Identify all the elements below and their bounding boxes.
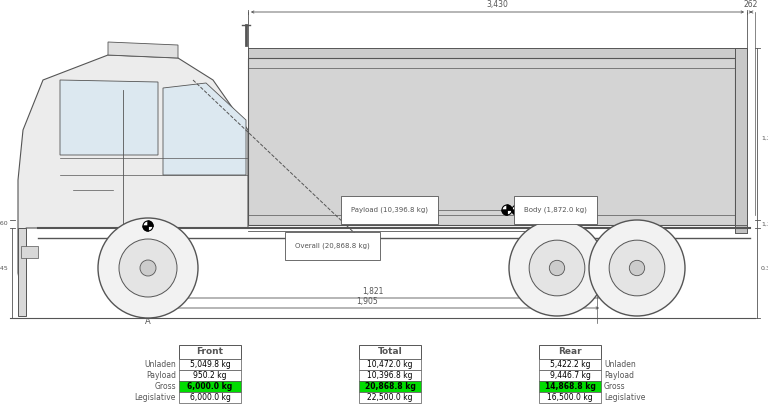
FancyBboxPatch shape xyxy=(359,359,421,370)
FancyBboxPatch shape xyxy=(539,392,601,403)
Text: 1,905: 1,905 xyxy=(356,297,379,306)
Circle shape xyxy=(143,221,153,231)
Text: Front: Front xyxy=(197,348,223,357)
Circle shape xyxy=(119,239,177,297)
FancyBboxPatch shape xyxy=(179,345,241,359)
Text: 0.345: 0.345 xyxy=(761,267,768,271)
FancyBboxPatch shape xyxy=(179,370,241,381)
FancyBboxPatch shape xyxy=(539,345,601,359)
Text: Rear: Rear xyxy=(558,348,582,357)
Text: 5,049.8 kg: 5,049.8 kg xyxy=(190,360,230,369)
Circle shape xyxy=(140,260,156,276)
Text: 6,000.0 kg: 6,000.0 kg xyxy=(187,382,233,391)
Circle shape xyxy=(360,236,370,246)
Circle shape xyxy=(629,260,644,276)
Text: 5,422.2 kg: 5,422.2 kg xyxy=(550,360,591,369)
FancyBboxPatch shape xyxy=(179,392,241,403)
Circle shape xyxy=(512,205,522,215)
Text: Payload: Payload xyxy=(146,371,176,380)
Polygon shape xyxy=(18,55,248,316)
Text: 950.2 kg: 950.2 kg xyxy=(194,371,227,380)
Text: 1,360: 1,360 xyxy=(0,221,8,225)
Text: 14,868.8 kg: 14,868.8 kg xyxy=(545,382,595,391)
Circle shape xyxy=(549,260,564,276)
Circle shape xyxy=(360,247,370,257)
Polygon shape xyxy=(248,58,735,225)
Circle shape xyxy=(609,240,665,296)
Polygon shape xyxy=(735,48,747,233)
Text: 6,000.0 kg: 6,000.0 kg xyxy=(190,393,230,402)
FancyBboxPatch shape xyxy=(359,392,421,403)
Polygon shape xyxy=(108,42,178,58)
Polygon shape xyxy=(360,241,365,246)
Circle shape xyxy=(98,218,198,318)
Text: 22,500.0 kg: 22,500.0 kg xyxy=(367,393,412,402)
FancyBboxPatch shape xyxy=(179,381,241,392)
Text: Body (1,872.0 kg): Body (1,872.0 kg) xyxy=(524,207,587,213)
Text: 9,446.7 kg: 9,446.7 kg xyxy=(550,371,591,380)
Text: Unladen: Unladen xyxy=(604,360,636,369)
Text: 20,868.8 kg: 20,868.8 kg xyxy=(365,382,415,391)
Text: Overall (20,868.8 kg): Overall (20,868.8 kg) xyxy=(295,243,370,249)
Text: Legislative: Legislative xyxy=(604,393,645,402)
Polygon shape xyxy=(512,210,517,215)
Polygon shape xyxy=(163,83,246,175)
Text: Gross: Gross xyxy=(604,382,626,391)
Polygon shape xyxy=(507,205,512,210)
Text: 1,275: 1,275 xyxy=(761,136,768,140)
Text: 1,821: 1,821 xyxy=(362,287,383,296)
Text: 262: 262 xyxy=(744,0,758,9)
Text: 0.345: 0.345 xyxy=(0,265,8,271)
FancyBboxPatch shape xyxy=(359,370,421,381)
Text: A: A xyxy=(145,317,151,326)
Text: 3,430: 3,430 xyxy=(487,0,508,9)
FancyBboxPatch shape xyxy=(359,345,421,359)
FancyBboxPatch shape xyxy=(179,359,241,370)
Polygon shape xyxy=(517,205,522,210)
Circle shape xyxy=(509,220,605,316)
Polygon shape xyxy=(365,236,370,241)
Polygon shape xyxy=(148,221,153,226)
Text: Gross: Gross xyxy=(154,382,176,391)
Text: 1,085: 1,085 xyxy=(586,287,607,296)
Polygon shape xyxy=(18,228,26,316)
Polygon shape xyxy=(365,247,370,252)
Circle shape xyxy=(502,205,512,215)
Polygon shape xyxy=(21,246,38,258)
Text: 16,500.0 kg: 16,500.0 kg xyxy=(547,393,593,402)
Text: Legislative: Legislative xyxy=(134,393,176,402)
FancyBboxPatch shape xyxy=(539,359,601,370)
Text: Payload (10,396.8 kg): Payload (10,396.8 kg) xyxy=(351,207,428,213)
Polygon shape xyxy=(143,226,148,231)
FancyBboxPatch shape xyxy=(539,370,601,381)
Text: 10,396.8 kg: 10,396.8 kg xyxy=(367,371,412,380)
Text: 1,360: 1,360 xyxy=(761,221,768,227)
Circle shape xyxy=(589,220,685,316)
FancyBboxPatch shape xyxy=(539,381,601,392)
Polygon shape xyxy=(248,48,747,58)
Circle shape xyxy=(529,240,585,296)
Polygon shape xyxy=(60,80,158,155)
Polygon shape xyxy=(360,252,365,257)
Text: Unladen: Unladen xyxy=(144,360,176,369)
Text: Payload: Payload xyxy=(604,371,634,380)
FancyBboxPatch shape xyxy=(359,381,421,392)
Text: Total: Total xyxy=(378,348,402,357)
Polygon shape xyxy=(735,225,747,233)
Text: 10,472.0 kg: 10,472.0 kg xyxy=(367,360,412,369)
Polygon shape xyxy=(502,210,507,215)
